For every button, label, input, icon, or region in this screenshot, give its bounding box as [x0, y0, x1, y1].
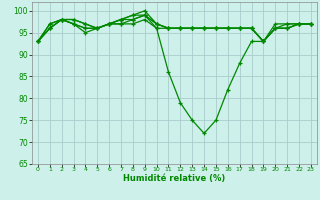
X-axis label: Humidité relative (%): Humidité relative (%)	[123, 174, 226, 183]
